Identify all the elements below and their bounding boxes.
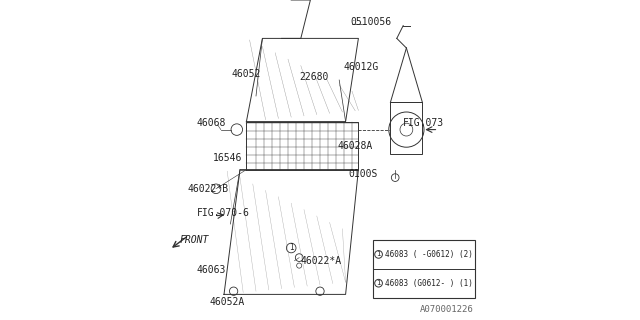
Text: 46052A: 46052A: [210, 297, 245, 308]
Text: 0100S: 0100S: [349, 169, 378, 180]
Text: 46068: 46068: [197, 118, 226, 128]
Text: FIG.073: FIG.073: [403, 118, 444, 128]
Text: 46022*B: 46022*B: [187, 184, 228, 194]
Text: 1: 1: [289, 244, 294, 252]
Text: 46052: 46052: [232, 68, 261, 79]
Text: 46083 (G0612- ) (1): 46083 (G0612- ) (1): [385, 279, 473, 288]
Text: 1: 1: [376, 252, 381, 257]
Text: A070001226: A070001226: [420, 305, 474, 314]
Text: 46022*A: 46022*A: [301, 256, 342, 266]
Bar: [372, 240, 476, 298]
Text: FRONT: FRONT: [179, 235, 209, 245]
Text: 16546: 16546: [212, 153, 242, 164]
Text: 1: 1: [376, 280, 381, 286]
Text: 46083 ( -G0612) (2): 46083 ( -G0612) (2): [385, 250, 473, 259]
Text: 22680: 22680: [300, 72, 328, 82]
Text: 46012G: 46012G: [344, 62, 380, 72]
Text: FIG.070-6: FIG.070-6: [197, 208, 250, 218]
Text: 46028A: 46028A: [338, 140, 373, 151]
Text: 0510056: 0510056: [351, 17, 392, 28]
Text: 46063: 46063: [197, 265, 226, 276]
